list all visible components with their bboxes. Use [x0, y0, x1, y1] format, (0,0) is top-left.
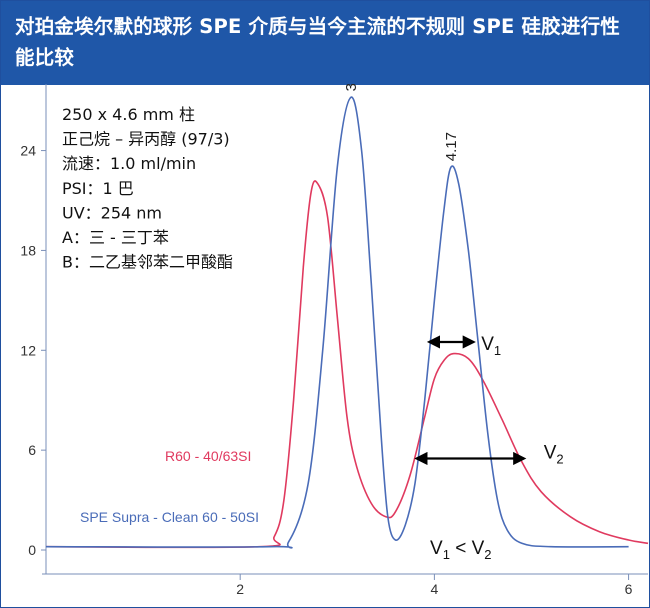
y-tick-label: 24 [20, 143, 36, 159]
condition-line: B：二乙基邻苯二甲酸酯 [62, 253, 233, 272]
peak-label: 3.14 [343, 84, 360, 91]
v-relation-label: V1 < V2 [430, 538, 492, 562]
y-tick-label: 0 [28, 542, 36, 558]
y-tick-label: 18 [20, 242, 36, 258]
condition-line: 流速：1.0 ml/min [62, 154, 196, 173]
condition-line: UV：254 nm [62, 203, 162, 222]
header-banner: 对珀金埃尔默的球形 SPE 介质与当今主流的不规则 SPE 硅胶进行性能比较 [1, 1, 649, 85]
peak-label: 4.17 [443, 132, 460, 161]
y-tick-label: 12 [20, 342, 36, 358]
condition-line: 正己烷 – 异丙醇 (97/3) [62, 130, 230, 149]
series-label-red: R60 - 40/63SI [165, 448, 251, 464]
x-tick-label: 6 [625, 581, 633, 597]
x-tick-label: 4 [430, 581, 438, 597]
annotations-layer: V1 V2 V1 < V2 [414, 334, 564, 562]
figure-title: 对珀金埃尔默的球形 SPE 介质与当今主流的不规则 SPE 硅胶进行性能比较 [15, 15, 620, 69]
condition-line: PSI：1 巴 [62, 179, 134, 198]
y-tick-label: 6 [28, 442, 36, 458]
series-line [45, 96, 629, 549]
v1-label: V1 [481, 334, 501, 358]
series-label-blue: SPE Supra - Clean 60 - 50SI [80, 509, 259, 525]
condition-line: 250 x 4.6 mm 柱 [62, 105, 195, 124]
series-layer: SPE Supra - Clean 60 - 50SI R60 - 40/63SI… [45, 84, 649, 549]
condition-line: A：三 - 三丁苯 [62, 228, 169, 247]
v2-label: V2 [544, 442, 564, 466]
x-tick-label: 2 [236, 581, 244, 597]
